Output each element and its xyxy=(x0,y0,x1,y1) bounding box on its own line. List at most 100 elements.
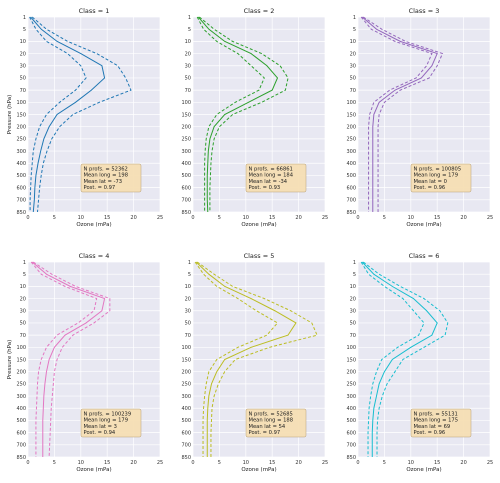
x-tick-label: 10 xyxy=(78,460,84,466)
y-tick-label: 300 xyxy=(181,149,191,155)
y-tick-label: 500 xyxy=(181,173,191,179)
stats-line: N profs. = 52685 xyxy=(249,412,293,418)
y-tick-label: 300 xyxy=(346,394,356,400)
y-tick-label: 700 xyxy=(181,443,191,449)
y-tick-label: 20 xyxy=(185,51,191,57)
y-tick-label: 250 xyxy=(16,382,26,388)
x-tick-label: 25 xyxy=(157,460,163,466)
x-tick-label: 0 xyxy=(191,215,194,221)
y-tick-label: 30 xyxy=(20,309,26,315)
y-tick-label: 100 xyxy=(16,345,26,351)
y-tick-label: 10 xyxy=(20,284,26,290)
y-tick-label: 850 xyxy=(16,455,26,461)
y-tick-label: 600 xyxy=(181,430,191,436)
y-tick-label: 150 xyxy=(16,112,26,118)
stats-line: Post. = 0.96 xyxy=(414,430,446,436)
y-tick-label: 10 xyxy=(185,39,191,45)
y-tick-label: 100 xyxy=(181,100,191,106)
series-upper-line xyxy=(362,261,449,457)
y-tick-label: 30 xyxy=(185,309,191,315)
stats-line: N profs. = 100805 xyxy=(414,167,462,173)
y-tick-label: 1 xyxy=(23,260,26,266)
x-axis-label: Ozone (mPa) xyxy=(76,222,111,228)
y-tick-label: 70 xyxy=(350,333,356,339)
y-tick-label: 20 xyxy=(20,51,26,57)
y-tick-label: 400 xyxy=(346,161,356,167)
panel-title: Class = 1 xyxy=(79,7,110,15)
stats-box xyxy=(410,408,472,438)
stats-line: N profs. = 55131 xyxy=(414,412,458,418)
x-tick-label: 20 xyxy=(460,460,466,466)
x-axis-label: Ozone (mPa) xyxy=(241,222,276,228)
y-tick-label: 100 xyxy=(16,100,26,106)
y-tick-label: 5 xyxy=(23,272,26,278)
x-tick-label: 5 xyxy=(53,215,56,221)
y-tick-label: 5 xyxy=(188,272,191,278)
y-tick-label: 20 xyxy=(20,296,26,302)
x-tick-label: 0 xyxy=(26,215,29,221)
stats-line: Mean long = 175 xyxy=(414,418,459,424)
y-tick-label: 250 xyxy=(16,137,26,143)
y-tick-label: 500 xyxy=(346,173,356,179)
y-tick-label: 70 xyxy=(20,88,26,94)
x-tick-label: 5 xyxy=(383,460,386,466)
chart-panel-3: Class = 31510203050701001502002503004005… xyxy=(346,7,493,228)
stats-line: Mean long = 198 xyxy=(84,173,129,179)
panel-title: Class = 6 xyxy=(409,252,440,260)
series-mean-line xyxy=(361,16,438,212)
y-tick-label: 600 xyxy=(346,185,356,191)
stats-line: Mean long = 184 xyxy=(249,173,294,179)
y-tick-label: 300 xyxy=(16,149,26,155)
x-tick-label: 15 xyxy=(269,215,275,221)
x-tick-label: 20 xyxy=(295,460,301,466)
y-tick-label: 850 xyxy=(16,210,26,216)
x-tick-label: 10 xyxy=(408,460,414,466)
y-tick-label: 500 xyxy=(181,418,191,424)
x-tick-label: 15 xyxy=(104,215,110,221)
stats-line: Mean lat = -73 xyxy=(84,179,123,185)
y-tick-label: 850 xyxy=(181,455,191,461)
y-tick-label: 10 xyxy=(185,284,191,290)
y-tick-label: 30 xyxy=(350,64,356,70)
y-tick-label: 200 xyxy=(16,124,26,130)
stats-line: Mean lat = 0 xyxy=(414,179,447,185)
stats-line: Post. = 0.96 xyxy=(414,185,446,191)
y-tick-label: 850 xyxy=(346,455,356,461)
y-tick-label: 850 xyxy=(346,210,356,216)
x-tick-label: 25 xyxy=(487,215,493,221)
y-tick-label: 10 xyxy=(350,284,356,290)
stats-box xyxy=(410,163,472,193)
y-tick-label: 200 xyxy=(16,369,26,375)
series-upper-line xyxy=(363,16,444,212)
x-axis-label: Ozone (mPa) xyxy=(406,222,441,228)
x-tick-label: 0 xyxy=(191,460,194,466)
x-tick-label: 0 xyxy=(26,460,29,466)
y-tick-label: 1 xyxy=(353,15,356,21)
y-tick-label: 300 xyxy=(346,149,356,155)
y-tick-label: 600 xyxy=(16,430,26,436)
y-tick-label: 30 xyxy=(350,309,356,315)
x-tick-label: 5 xyxy=(383,215,386,221)
stats-line: Post. = 0.94 xyxy=(84,430,116,436)
x-tick-label: 15 xyxy=(104,460,110,466)
stats-line: N profs. = 100239 xyxy=(84,412,132,418)
panel-title: Class = 4 xyxy=(79,252,110,260)
y-tick-label: 400 xyxy=(16,161,26,167)
y-tick-label: 150 xyxy=(346,357,356,363)
y-tick-label: 400 xyxy=(181,161,191,167)
x-tick-label: 10 xyxy=(243,215,249,221)
x-tick-label: 20 xyxy=(460,215,466,221)
y-tick-label: 70 xyxy=(185,88,191,94)
stats-box xyxy=(245,408,307,438)
y-tick-label: 70 xyxy=(20,333,26,339)
y-tick-label: 100 xyxy=(346,345,356,351)
y-tick-label: 5 xyxy=(23,27,26,33)
y-tick-label: 20 xyxy=(185,296,191,302)
x-tick-label: 15 xyxy=(434,215,440,221)
y-tick-label: 250 xyxy=(346,137,356,143)
series-mean-line xyxy=(31,261,106,457)
panel-title: Class = 2 xyxy=(244,7,275,15)
stats-line: Mean lat = -34 xyxy=(249,179,288,185)
y-tick-label: 1 xyxy=(188,15,191,21)
stats-box xyxy=(245,163,307,193)
